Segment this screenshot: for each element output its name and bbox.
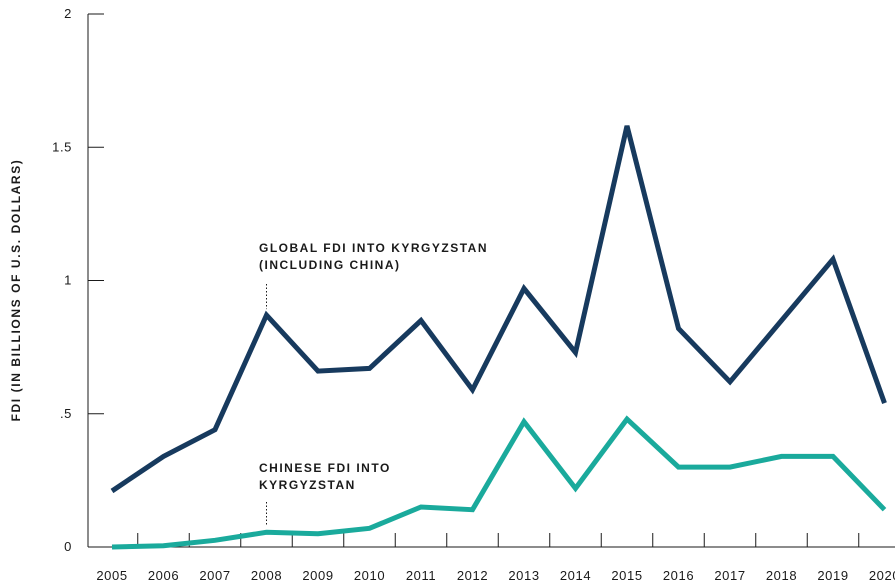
x-tick-label: 2014 [560,568,591,583]
y-axis-title: FDI (IN BILLIONS OF U.S. DOLLARS) [9,159,23,422]
x-tick-label: 2015 [611,568,642,583]
x-tick-label: 2012 [457,568,488,583]
x-tick-label: 2007 [199,568,230,583]
y-tick-label: 1.5 [52,139,72,154]
y-tick-label: .5 [60,406,72,421]
x-tick-label: 2019 [817,568,848,583]
x-tick-label: 2018 [766,568,797,583]
x-tick-label: 2013 [508,568,539,583]
global-fdi-annotation-line-1: GLOBAL FDI INTO KYRGYZSTAN [259,241,488,255]
x-tick-label: 2017 [714,568,745,583]
x-tick-label: 2016 [663,568,694,583]
axes: 0 .5 1 1.5 2 2005 2006 2007 2008 2009 2010 2011 2012… [52,6,895,583]
annotation-layer: GLOBAL FDI INTO KYRGYZSTAN (INCLUDING CHI… [259,241,488,527]
x-tick-label: 2011 [406,568,436,583]
y-tick-label: 2 [64,6,72,21]
y-tick-label: 1 [64,273,72,288]
chinese-fdi-annotation-line-2: KYRGYZSTAN [259,478,356,492]
chinese-fdi-line [111,415,887,550]
chinese-fdi-annotation-line-1: CHINESE FDI INTO [259,461,391,475]
global-fdi-annotation-line-2: (INCLUDING CHINA) [259,258,401,272]
x-tick-label: 2006 [148,568,179,583]
series-layer [110,125,887,550]
y-tick-label: 0 [64,539,72,554]
x-tick-label: 2009 [302,568,333,583]
global-fdi-line [110,125,887,494]
x-tick-label: 2020 [869,568,895,583]
x-tick-label: 2010 [354,568,385,583]
x-tick-label: 2005 [96,568,127,583]
x-tick-label: 2008 [251,568,282,583]
